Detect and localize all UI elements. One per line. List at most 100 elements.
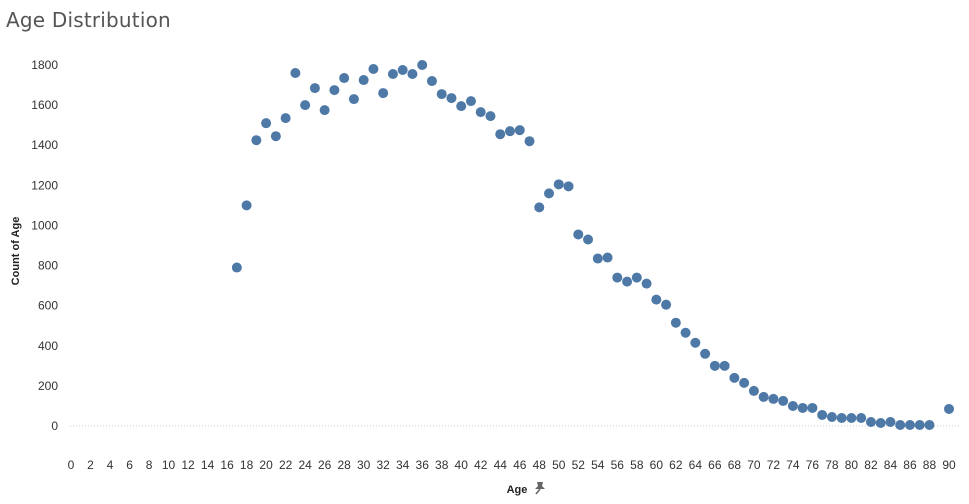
- data-point[interactable]: [290, 68, 301, 79]
- data-point[interactable]: [836, 412, 847, 423]
- data-point[interactable]: [465, 96, 476, 107]
- data-point[interactable]: [241, 200, 252, 211]
- data-point[interactable]: [680, 327, 691, 338]
- data-point[interactable]: [914, 419, 925, 430]
- data-point[interactable]: [495, 129, 506, 140]
- data-point[interactable]: [661, 299, 672, 310]
- data-point[interactable]: [417, 60, 428, 70]
- data-point[interactable]: [641, 278, 652, 289]
- pin-icon[interactable]: [535, 482, 545, 495]
- x-tick-label: 50: [552, 458, 566, 472]
- data-point[interactable]: [592, 253, 603, 264]
- data-point[interactable]: [700, 348, 711, 359]
- data-point[interactable]: [280, 113, 291, 124]
- data-point[interactable]: [826, 411, 837, 422]
- x-tick-label: 24: [298, 458, 312, 472]
- data-point[interactable]: [778, 395, 789, 406]
- data-point[interactable]: [319, 105, 330, 116]
- x-tick-label: 26: [318, 458, 332, 472]
- data-point[interactable]: [856, 412, 867, 423]
- data-point[interactable]: [622, 276, 633, 287]
- data-point[interactable]: [612, 272, 623, 283]
- data-point[interactable]: [875, 417, 886, 428]
- data-point[interactable]: [817, 409, 828, 420]
- data-point[interactable]: [690, 337, 701, 348]
- x-tick-label: 2: [87, 458, 94, 472]
- x-tick-label: 14: [201, 458, 215, 472]
- data-point[interactable]: [387, 69, 398, 80]
- data-point[interactable]: [865, 416, 876, 427]
- data-point[interactable]: [807, 402, 818, 413]
- y-tick-label: 0: [51, 419, 58, 433]
- data-point[interactable]: [544, 188, 555, 199]
- data-point[interactable]: [719, 360, 730, 371]
- data-point[interactable]: [631, 272, 642, 283]
- data-point[interactable]: [553, 179, 564, 190]
- data-point[interactable]: [602, 252, 613, 263]
- data-point[interactable]: [729, 372, 740, 383]
- data-point[interactable]: [709, 360, 720, 371]
- data-point[interactable]: [309, 83, 320, 94]
- data-point[interactable]: [339, 73, 350, 84]
- data-point[interactable]: [300, 100, 311, 111]
- data-point[interactable]: [407, 69, 418, 80]
- data-point[interactable]: [739, 377, 750, 388]
- data-point[interactable]: [475, 107, 486, 118]
- data-point[interactable]: [426, 76, 437, 87]
- data-point[interactable]: [924, 419, 935, 430]
- data-point[interactable]: [524, 136, 535, 147]
- data-point[interactable]: [563, 181, 574, 192]
- x-tick-label: 74: [786, 458, 800, 472]
- data-point[interactable]: [904, 419, 915, 430]
- x-tick-label: 78: [825, 458, 839, 472]
- x-tick-label: 82: [864, 458, 878, 472]
- data-point[interactable]: [846, 412, 857, 423]
- x-tick-label: 8: [146, 458, 153, 472]
- data-point[interactable]: [768, 393, 779, 404]
- data-point[interactable]: [514, 125, 525, 136]
- data-point[interactable]: [758, 391, 769, 402]
- data-points[interactable]: [231, 60, 954, 430]
- data-point[interactable]: [446, 93, 457, 104]
- y-tick-label: 1400: [31, 138, 58, 152]
- data-point[interactable]: [797, 402, 808, 413]
- data-point[interactable]: [436, 89, 447, 100]
- data-point[interactable]: [534, 202, 545, 213]
- data-point[interactable]: [573, 229, 584, 240]
- x-tick-label: 90: [942, 458, 956, 472]
- data-point[interactable]: [787, 400, 798, 411]
- data-point[interactable]: [944, 403, 954, 414]
- data-point[interactable]: [895, 419, 906, 430]
- data-point[interactable]: [505, 126, 515, 137]
- x-tick-label: 16: [220, 458, 234, 472]
- y-tick-label: 400: [38, 339, 58, 353]
- x-tick-label: 56: [611, 458, 625, 472]
- data-point[interactable]: [670, 317, 681, 328]
- data-point[interactable]: [885, 416, 896, 427]
- data-point[interactable]: [651, 294, 662, 305]
- data-point[interactable]: [358, 75, 369, 86]
- x-tick-label: 46: [513, 458, 527, 472]
- data-point[interactable]: [348, 94, 359, 105]
- x-tick-label: 42: [474, 458, 488, 472]
- data-point[interactable]: [485, 111, 496, 122]
- data-point[interactable]: [397, 65, 408, 76]
- y-tick-label: 1000: [31, 218, 58, 232]
- data-point[interactable]: [748, 385, 759, 396]
- x-tick-label: 18: [240, 458, 254, 472]
- x-tick-label: 28: [337, 458, 351, 472]
- data-point[interactable]: [261, 118, 272, 129]
- x-tick-label: 68: [728, 458, 742, 472]
- data-point[interactable]: [456, 101, 467, 112]
- x-axis-title: Age: [507, 484, 528, 496]
- data-point[interactable]: [270, 131, 281, 142]
- data-point[interactable]: [368, 64, 379, 75]
- x-tick-label: 80: [845, 458, 859, 472]
- data-point[interactable]: [378, 88, 389, 99]
- data-point[interactable]: [329, 85, 340, 96]
- x-axis-ticks: 0 2 4 6 8 10 12 14 16 18 20 22 24 26 28 30 32 34 36 38 40 42 4…: [68, 458, 956, 472]
- data-point[interactable]: [251, 135, 262, 146]
- x-tick-label: 36: [416, 458, 430, 472]
- data-point[interactable]: [231, 262, 242, 273]
- data-point[interactable]: [583, 234, 594, 245]
